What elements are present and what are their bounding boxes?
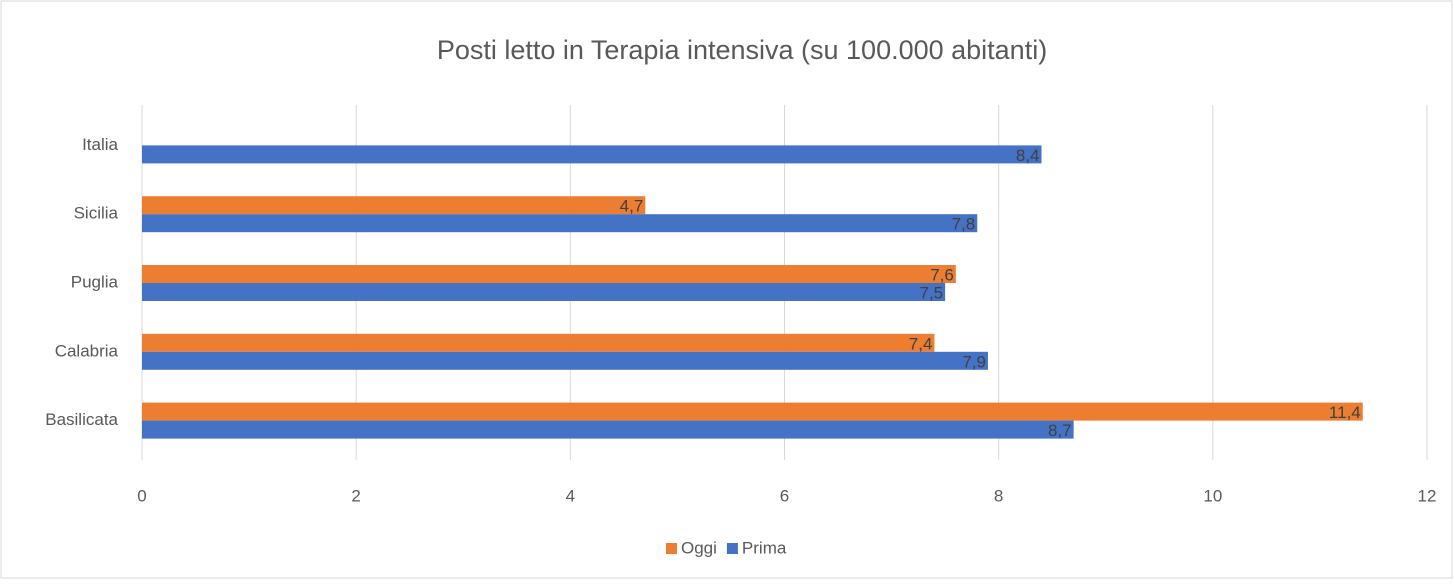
data-label: 7,5 xyxy=(919,283,943,302)
data-label: 4,7 xyxy=(620,197,644,216)
legend-label: Prima xyxy=(742,538,787,557)
x-tick-label: 2 xyxy=(351,486,360,505)
data-label: 7,8 xyxy=(952,215,976,234)
data-label: 7,4 xyxy=(909,334,933,353)
legend-label: Oggi xyxy=(681,538,717,557)
bar xyxy=(142,351,988,370)
bar xyxy=(142,265,956,283)
bar xyxy=(142,402,1363,421)
bar xyxy=(142,196,646,215)
chart-title: Posti letto in Terapia intensiva (su 100… xyxy=(437,35,1047,65)
bar xyxy=(142,145,1042,164)
y-tick-label: Italia xyxy=(82,135,118,154)
y-tick-label: Puglia xyxy=(71,272,119,291)
data-label: 7,6 xyxy=(930,265,954,284)
x-tick-label: 0 xyxy=(137,486,146,505)
x-tick-label: 10 xyxy=(1203,486,1222,505)
bar xyxy=(142,283,946,301)
data-label: 8,4 xyxy=(1016,146,1040,165)
x-tick-label: 6 xyxy=(780,486,789,505)
bar xyxy=(142,214,978,233)
y-tick-label: Basilicata xyxy=(45,410,118,429)
data-label: 7,9 xyxy=(962,352,986,371)
data-label: 8,7 xyxy=(1048,421,1072,440)
x-tick-label: 12 xyxy=(1418,486,1437,505)
y-tick-label: Calabria xyxy=(55,341,119,360)
bar xyxy=(142,333,935,352)
legend-swatch xyxy=(726,543,738,554)
data-label: 11,4 xyxy=(1329,403,1361,422)
y-tick-label: Sicilia xyxy=(74,204,119,223)
x-tick-label: 8 xyxy=(994,486,1003,505)
bar xyxy=(142,420,1074,439)
x-tick-label: 4 xyxy=(566,486,575,505)
legend-swatch xyxy=(666,543,677,554)
